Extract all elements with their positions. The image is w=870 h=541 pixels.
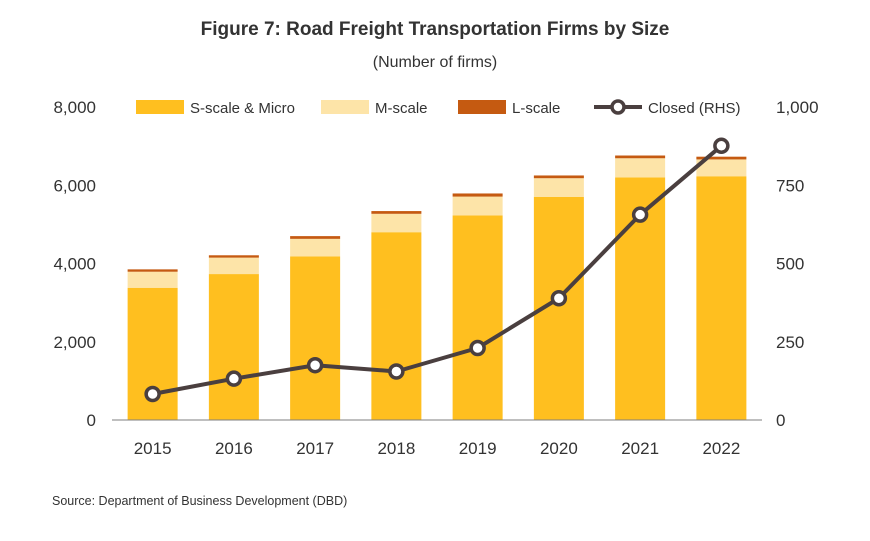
- x-tick-label: 2016: [215, 439, 253, 458]
- y-left-tick-label: 6,000: [53, 176, 96, 195]
- bars: [127, 155, 747, 420]
- point-closed-rhs-2015: [144, 385, 161, 403]
- bar-m-scale-2019: [452, 196, 503, 216]
- y-right-tick-label: 0: [776, 411, 785, 430]
- x-tick-label: 2017: [296, 439, 334, 458]
- bar-l-scale-2018: [371, 211, 422, 214]
- bar-m-scale-2017: [290, 238, 341, 257]
- y-right-tick-label: 250: [776, 333, 804, 352]
- legend-swatch-s-scale-micro: [136, 100, 184, 114]
- x-tick-label: 2020: [540, 439, 578, 458]
- bar-m-scale-2016: [208, 257, 259, 275]
- x-tick-label: 2018: [377, 439, 415, 458]
- bar-l-scale-2017: [290, 236, 341, 239]
- y-axis-left: 0 2,000 4,000 6,000 8,000: [53, 98, 96, 430]
- legend-label-closed-rhs: Closed (RHS): [648, 100, 741, 117]
- point-closed-rhs-2019: [469, 339, 486, 357]
- bar-m-scale-2018: [371, 213, 422, 233]
- point-closed-rhs-2021: [631, 206, 649, 223]
- source-note: Source: Department of Business Developme…: [52, 494, 348, 508]
- legend-swatch-m-scale: [321, 100, 369, 114]
- y-left-tick-label: 2,000: [53, 333, 96, 352]
- bar-l-scale-2021: [615, 155, 666, 159]
- y-left-tick-label: 4,000: [53, 255, 96, 274]
- y-right-tick-label: 1,000: [776, 98, 819, 117]
- legend-label-s-scale-micro: S-scale & Micro: [190, 100, 295, 117]
- legend-swatch-marker-closed-rhs: [610, 99, 626, 115]
- legend-swatch-l-scale: [458, 100, 506, 114]
- y-right-tick-label: 750: [776, 176, 804, 195]
- bar-s-scale-micro-2019: [452, 215, 503, 420]
- legend: S-scale & Micro M-scale L-scale Closed (RHS…: [136, 99, 741, 117]
- bar-m-scale-2021: [615, 158, 666, 178]
- bar-l-scale-2022: [696, 156, 747, 160]
- bar-l-scale-2019: [452, 193, 503, 197]
- bar-s-scale-micro-2016: [208, 274, 259, 420]
- line-closed-rhs: [152, 144, 723, 396]
- chart-subtitle: (Number of firms): [372, 54, 498, 71]
- bar-s-scale-micro-2022: [696, 176, 747, 420]
- y-left-tick-label: 0: [87, 411, 96, 430]
- x-tick-label: 2022: [702, 439, 740, 458]
- bar-m-scale-2020: [533, 178, 584, 197]
- y-axis-right: 0 250 500 750 1,000: [776, 98, 819, 430]
- chart-title: Figure 7: Road Freight Transportation Fi…: [200, 19, 670, 40]
- closed-line: [144, 137, 730, 403]
- x-tick-label: 2019: [459, 439, 497, 458]
- bar-m-scale-2015: [127, 271, 178, 288]
- bar-s-scale-micro-2017: [290, 256, 341, 420]
- point-closed-rhs-2017: [306, 356, 324, 374]
- x-tick-label: 2015: [134, 439, 172, 458]
- legend-label-m-scale: M-scale: [375, 100, 428, 117]
- bar-s-scale-micro-2018: [371, 232, 422, 420]
- y-right-tick-label: 500: [776, 255, 804, 274]
- point-closed-rhs-2016: [225, 370, 243, 387]
- y-left-tick-label: 8,000: [53, 98, 96, 117]
- point-closed-rhs-2022: [713, 137, 730, 155]
- x-tick-label: 2021: [621, 439, 659, 458]
- point-closed-rhs-2020: [550, 289, 568, 307]
- legend-label-l-scale: L-scale: [512, 100, 560, 117]
- bar-m-scale-2022: [696, 159, 747, 177]
- bar-l-scale-2016: [208, 255, 259, 258]
- point-closed-rhs-2018: [388, 363, 405, 380]
- bar-l-scale-2020: [533, 175, 584, 179]
- bar-l-scale-2015: [127, 269, 178, 272]
- x-axis: 2015 2016 2017 2018 2019 2020 2021 2022: [112, 419, 762, 458]
